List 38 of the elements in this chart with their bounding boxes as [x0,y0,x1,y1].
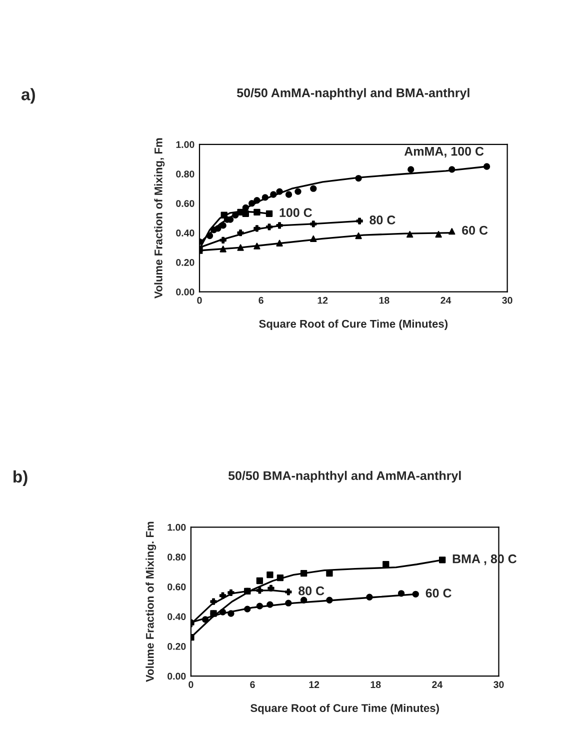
x-tick-label: 24 [432,681,443,688]
series-label: 100 C [280,208,312,218]
y-tick-label: 0.20 [168,643,186,650]
x-axis-title: Square Root of Cure Time (Minutes) [250,704,439,714]
x-tick-label: 30 [494,681,504,688]
series-label: 80 C [370,216,396,224]
x-tick-label: 0 [188,681,194,688]
y-tick-label: 1.00 [176,141,194,148]
y-tick-label: 0.60 [168,583,186,590]
y-tick-label: 1.00 [168,524,186,531]
y-tick-label: 0.60 [176,200,194,207]
series-label: 60 C [462,226,488,235]
y-axis-title: Volume Fraction of Mixing. Fm [146,522,156,682]
x-tick-label: 6 [258,296,264,304]
y-tick-label: 0.40 [168,613,186,620]
y-tick-label: 0.80 [168,554,186,561]
chart-title: 50/50 AmMA-naphthyl and BMA-anthryl [237,88,470,100]
x-axis-title: Square Root of Cure Time (Minutes) [259,320,448,330]
x-tick-label: 24 [440,296,452,304]
series-label: 60 C [426,588,452,598]
text: b) [14,470,28,486]
x-tick-label: 12 [318,296,328,304]
y-axis-title: Volume Fraction of Mixing, Fm [154,138,165,298]
x-tick-label: 0 [197,296,202,304]
x-tick-label: 18 [370,681,381,688]
series-label: AmMA, 100 C [404,146,484,158]
y-tick-label: 0.40 [176,230,194,236]
y-tick-label: 0.20 [176,259,194,266]
x-tick-label: 30 [502,296,512,304]
x-tick-label: 18 [379,296,390,304]
chart-title: 50/50 BMA-naphthyl and AmMA-anthryl [228,470,461,483]
text: a) [21,88,35,104]
y-tick-label: 0.80 [176,170,194,178]
x-tick-label: 6 [250,681,255,688]
x-tick-label: 12 [309,681,320,688]
series-label: 80 C [298,586,324,596]
y-tick-label: 0.00 [176,288,194,296]
y-tick-label: 0.00 [168,672,186,680]
